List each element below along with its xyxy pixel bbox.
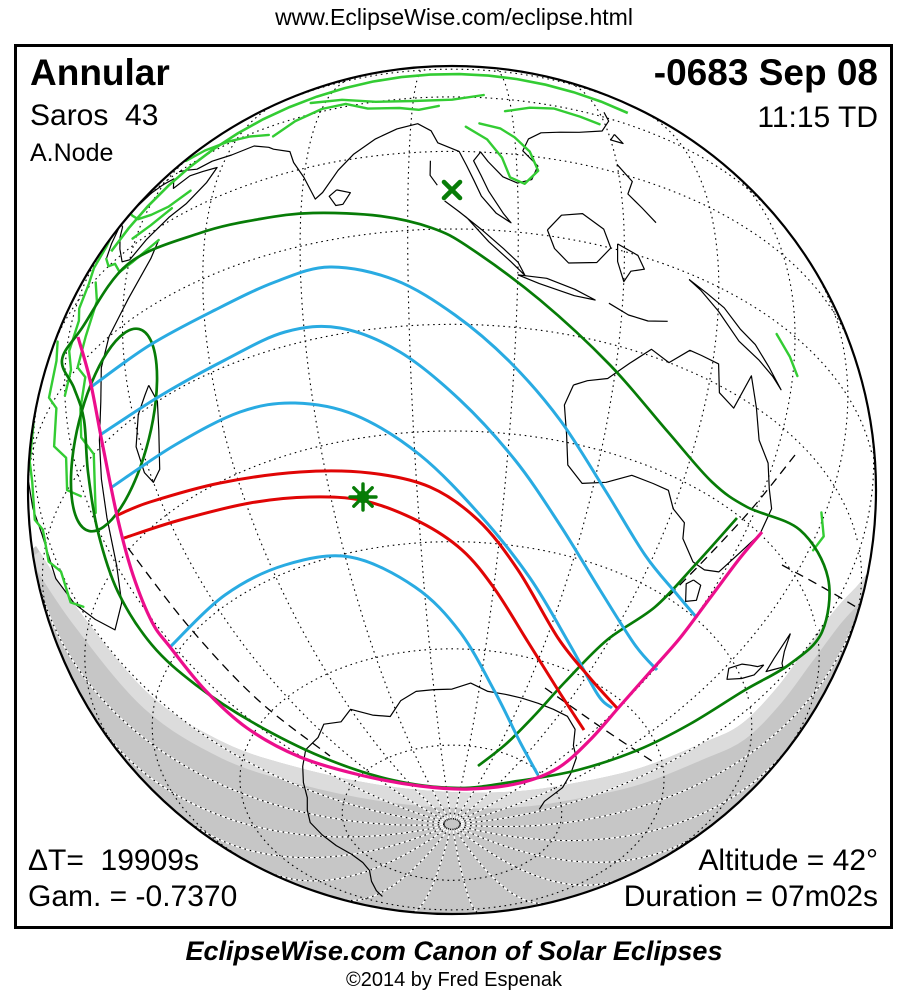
footer-copyright: ©2014 by Fred Espenak [346,969,562,991]
night-shading [32,546,869,914]
x-marker [441,179,463,201]
time-label: 11:15 TD [757,101,878,134]
annular-path-limits [117,469,619,731]
header-url: www.EclipseWise.com/eclipse.html [275,4,633,30]
node-label: A.Node [30,139,114,167]
gamma-label: Gam. = -0.7370 [28,880,238,913]
limb-coast-highlight [110,72,629,253]
globe-content [28,66,876,914]
west-sunrise-loop [69,327,159,533]
date-label: -0683 Sep 08 [653,52,878,93]
map-frame [14,44,893,929]
sunrise-sunset-curve [76,336,764,791]
asterisk-marker [348,482,378,512]
delta-t-label: ΔT= 19909s [28,844,199,877]
dashed-guides [127,454,857,766]
eclipse-type-label: Annular [30,52,170,93]
footer-title: EclipseWise.com Canon of Solar Eclipses [185,936,723,966]
altitude-label: Altitude = 42° [698,844,878,877]
coastlines [28,112,791,897]
east-sunset-loop [477,517,739,768]
eclipse-magnitude-contours [90,265,699,776]
duration-label: Duration = 07m02s [623,880,878,913]
globe-outline [26,64,878,916]
eclipse-region-coastlines [28,72,825,608]
saros-label: Saros 43 [30,99,159,132]
penumbral-limit-curves [60,211,831,790]
twilight-band [32,549,869,809]
